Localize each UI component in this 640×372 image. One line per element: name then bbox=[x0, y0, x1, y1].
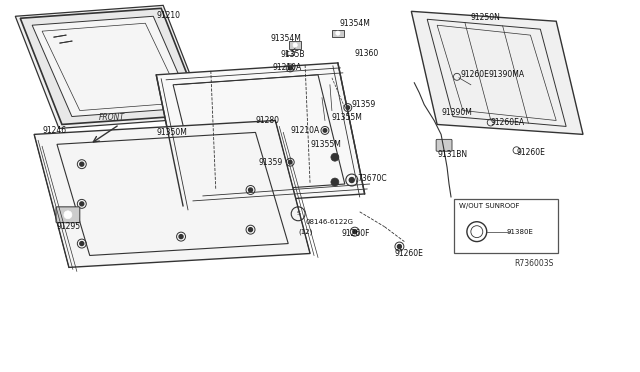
FancyBboxPatch shape bbox=[436, 140, 452, 151]
Circle shape bbox=[179, 235, 183, 238]
Text: 91250N: 91250N bbox=[471, 13, 500, 22]
Circle shape bbox=[336, 31, 340, 35]
Bar bbox=[286, 51, 294, 55]
Text: (12): (12) bbox=[298, 228, 312, 235]
Bar bbox=[332, 30, 344, 37]
Polygon shape bbox=[15, 5, 207, 128]
Polygon shape bbox=[20, 8, 203, 125]
Text: 91359: 91359 bbox=[352, 100, 376, 109]
Text: 91390MA: 91390MA bbox=[489, 70, 525, 79]
Text: FRONT: FRONT bbox=[99, 113, 125, 122]
Bar bbox=[289, 42, 301, 49]
Text: 73670C: 73670C bbox=[358, 174, 387, 183]
Text: 91260E: 91260E bbox=[461, 70, 490, 79]
Text: 91380E: 91380E bbox=[507, 229, 534, 235]
Text: 91210A: 91210A bbox=[273, 63, 301, 73]
Circle shape bbox=[346, 106, 349, 109]
Text: 91210: 91210 bbox=[156, 11, 180, 20]
Circle shape bbox=[353, 230, 356, 234]
Text: R736003S: R736003S bbox=[514, 259, 553, 268]
Circle shape bbox=[248, 228, 253, 232]
Text: 91354M: 91354M bbox=[270, 33, 301, 43]
Text: 91355M: 91355M bbox=[310, 140, 341, 149]
Text: 91355M: 91355M bbox=[332, 113, 363, 122]
FancyBboxPatch shape bbox=[56, 207, 80, 223]
Text: 91260E: 91260E bbox=[516, 148, 545, 157]
Polygon shape bbox=[34, 121, 310, 267]
Circle shape bbox=[80, 241, 84, 246]
Circle shape bbox=[80, 202, 84, 206]
Polygon shape bbox=[412, 11, 583, 134]
Text: 91280: 91280 bbox=[255, 116, 280, 125]
Text: 91260E: 91260E bbox=[394, 249, 423, 258]
Circle shape bbox=[349, 177, 355, 183]
Text: 91260F: 91260F bbox=[342, 229, 371, 238]
Circle shape bbox=[331, 178, 339, 186]
Text: 91295: 91295 bbox=[57, 222, 81, 231]
Circle shape bbox=[248, 188, 253, 192]
Circle shape bbox=[289, 52, 292, 54]
Text: 08146-6122G: 08146-6122G bbox=[305, 219, 353, 225]
Circle shape bbox=[293, 43, 297, 47]
Text: 91390M: 91390M bbox=[441, 108, 472, 117]
Text: 91260EA: 91260EA bbox=[491, 118, 525, 127]
Text: 91354M: 91354M bbox=[340, 19, 371, 28]
Text: 91359: 91359 bbox=[258, 158, 282, 167]
Circle shape bbox=[331, 153, 339, 161]
Circle shape bbox=[397, 244, 401, 248]
Circle shape bbox=[202, 183, 210, 191]
Circle shape bbox=[64, 211, 72, 219]
FancyBboxPatch shape bbox=[454, 199, 558, 253]
Text: 9131BN: 9131BN bbox=[437, 150, 467, 159]
Text: 9135B: 9135B bbox=[280, 51, 305, 60]
Polygon shape bbox=[156, 63, 365, 206]
Circle shape bbox=[202, 158, 210, 166]
Circle shape bbox=[80, 162, 84, 166]
Text: 91360: 91360 bbox=[355, 48, 379, 58]
Text: 91210A: 91210A bbox=[291, 126, 320, 135]
Text: S: S bbox=[296, 211, 300, 216]
Circle shape bbox=[323, 129, 327, 132]
Polygon shape bbox=[32, 16, 193, 116]
Text: W/OUT SUNROOF: W/OUT SUNROOF bbox=[459, 203, 520, 209]
Text: 91350M: 91350M bbox=[156, 128, 187, 137]
Text: 91246: 91246 bbox=[42, 126, 66, 135]
Circle shape bbox=[288, 66, 292, 70]
Circle shape bbox=[289, 160, 292, 164]
